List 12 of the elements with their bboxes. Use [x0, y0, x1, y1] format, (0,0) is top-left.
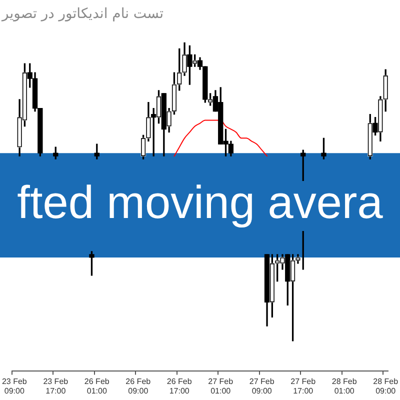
chart-title: تست نام اندیکاتور در تصویر: [1, 6, 164, 22]
x-tick-label: 23 Feb 09:00: [2, 376, 28, 396]
x-tick-label: 26 Feb 01:00: [84, 376, 110, 396]
x-tick-label: 27 Feb 01:00: [208, 376, 234, 396]
x-tick-label: 27 Feb 17:00: [290, 376, 316, 396]
x-tick-label: 26 Feb 17:00: [166, 376, 192, 396]
x-tick-label: 27 Feb 09:00: [249, 376, 275, 396]
x-tick-label: 28 Feb 01:00: [332, 376, 358, 396]
x-tick-label: 28 Feb 09:00: [373, 376, 399, 396]
x-tick-label: 23 Feb 17:00: [43, 376, 69, 396]
x-tick-label: 26 Feb 09:00: [126, 376, 152, 396]
band-label: fted moving avera: [17, 176, 384, 228]
